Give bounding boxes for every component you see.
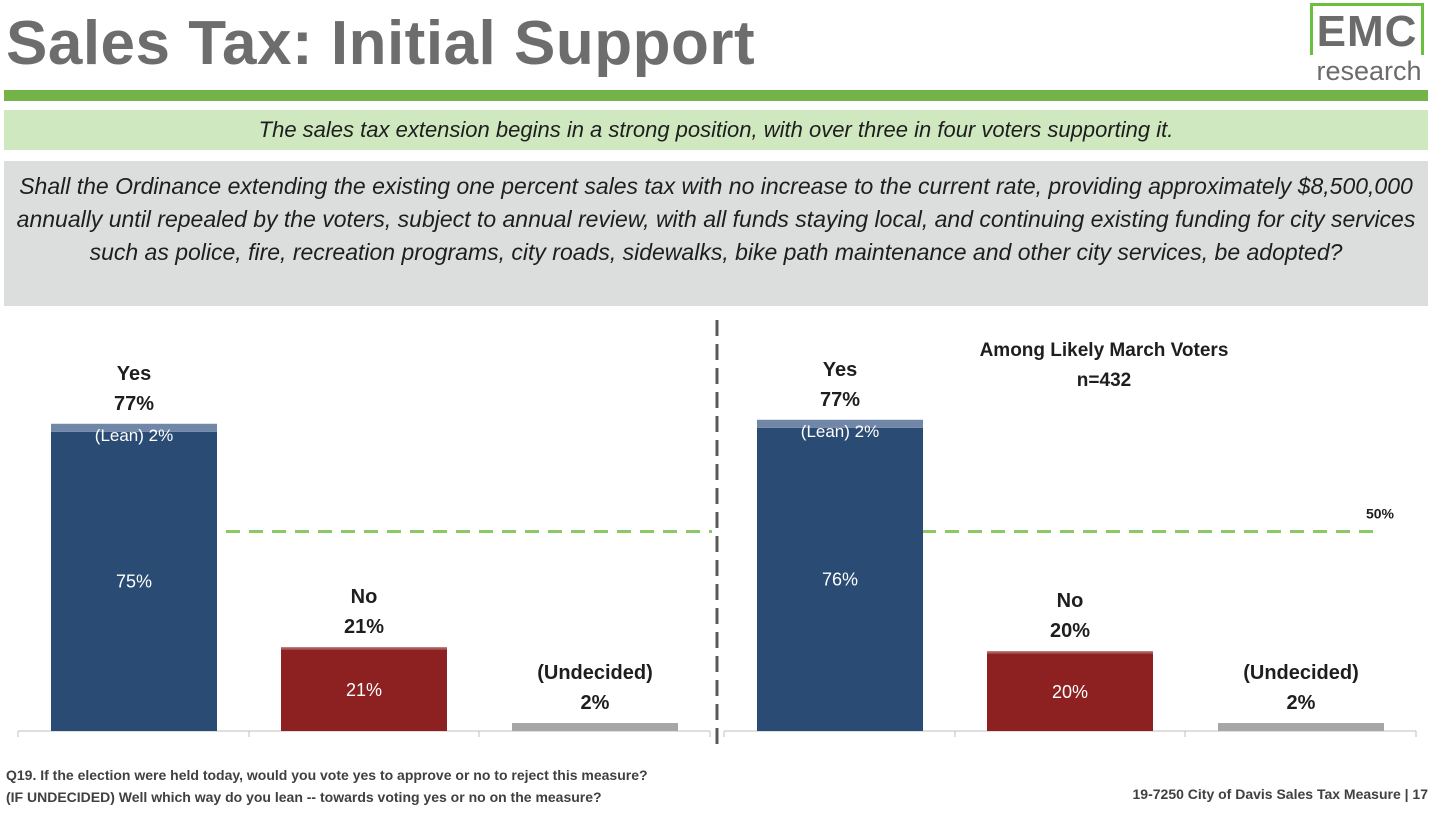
bar-label-likely-voters-yes-lean: (Lean) 2%: [801, 422, 879, 441]
emc-research-logo: EMC research: [1308, 3, 1430, 87]
bar-all-voters-yes-firm: [51, 431, 217, 731]
total-label-likely-voters-yes: 77%: [820, 389, 860, 411]
total-label-all-voters-undecided: 2%: [581, 692, 610, 714]
headline-text: The sales tax extension begins in a stro…: [258, 117, 1174, 142]
bar-label-all-voters-yes-firm: 75%: [116, 571, 152, 591]
total-label-likely-voters-no: 20%: [1050, 620, 1090, 642]
reference-line-label-likely-voters: 50%: [1366, 506, 1395, 522]
total-label-likely-voters-undecided: 2%: [1287, 692, 1316, 714]
bar-likely-voters-yes-firm: [757, 427, 923, 731]
bar-likely-voters-no-firm: [987, 653, 1153, 731]
project-footer: 19-7250 City of Davis Sales Tax Measure …: [1132, 786, 1428, 802]
title-rule: [4, 90, 1428, 101]
bar-label-all-voters-yes-lean: (Lean) 2%: [95, 426, 173, 445]
logo-frame: [1310, 3, 1424, 55]
bar-label-all-voters-no-firm: 21%: [346, 680, 382, 700]
bar-label-likely-voters-no-firm: 20%: [1052, 682, 1088, 702]
support-bar-charts: 75% (Lean) 2% Yes 77% 21% No 21% (Undecided) 2% 5…: [17, 320, 1417, 744]
total-label-all-voters-yes: 77%: [114, 393, 154, 415]
logo-subtext: research: [1316, 56, 1422, 86]
panel-title-likely-voters: Among Likely March Voters: [980, 340, 1229, 361]
bar-likely-voters-no-lean: [987, 651, 1153, 654]
bar-likely-voters-yes-lean: [757, 419, 923, 428]
bar-likely-voters-undecided-firm: [1218, 723, 1384, 731]
category-label-all-voters-yes: Yes: [117, 363, 151, 385]
question-footnote: Q19. If the election were held today, wo…: [6, 764, 648, 808]
question-text: Shall the Ordinance extending the existi…: [16, 173, 1416, 265]
category-label-likely-voters-yes: Yes: [823, 359, 857, 381]
footnote-lean: (IF UNDECIDED) Well which way do you lea…: [6, 789, 602, 805]
bar-label-likely-voters-yes-firm: 76%: [822, 569, 858, 589]
page-title: Sales Tax: Initial Support: [6, 9, 756, 78]
category-label-all-voters-undecided: (Undecided): [537, 662, 653, 684]
question-box: Shall the Ordinance extending the existi…: [4, 161, 1428, 306]
bar-all-voters-yes-lean: [51, 423, 217, 432]
category-label-all-voters-no: No: [351, 586, 378, 608]
logo-wordmark: EMC: [1316, 7, 1418, 56]
bar-all-voters-no-lean: [281, 647, 447, 650]
bar-all-voters-no-firm: [281, 649, 447, 731]
headline-banner: The sales tax extension begins in a stro…: [4, 110, 1428, 150]
total-label-all-voters-no: 21%: [344, 616, 384, 638]
category-label-likely-voters-no: No: [1057, 590, 1084, 612]
footnote-q19: Q19. If the election were held today, wo…: [6, 767, 648, 783]
category-label-likely-voters-undecided: (Undecided): [1243, 662, 1359, 684]
panel-subtitle-likely-voters: n=432: [1077, 370, 1131, 391]
bar-all-voters-undecided-firm: [512, 723, 678, 731]
